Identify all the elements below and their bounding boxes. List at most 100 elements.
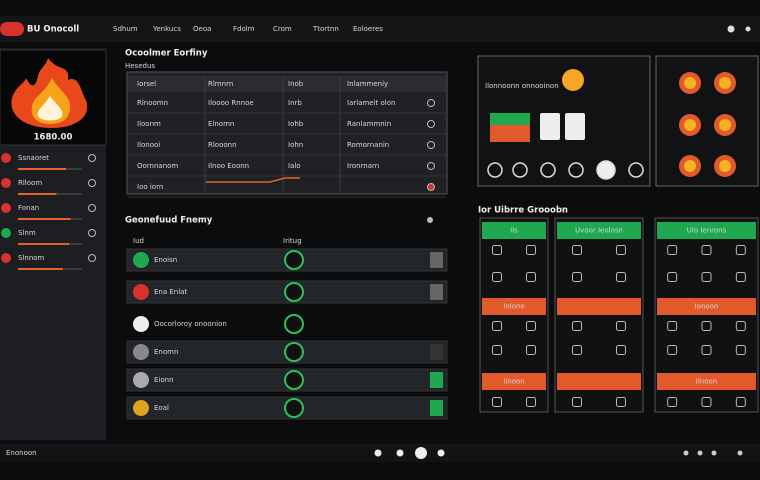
row-action[interactable] [88, 179, 96, 187]
grid-header-label: Inlone [503, 303, 524, 311]
grid-header-label: Ilnoon [503, 378, 524, 386]
row-action[interactable] [88, 229, 96, 237]
row-action[interactable] [427, 120, 435, 128]
nav-item[interactable]: Fdolm [233, 25, 255, 33]
grid-header[interactable] [657, 222, 756, 239]
row-action[interactable] [427, 183, 435, 191]
list-badge[interactable] [430, 400, 443, 416]
device-button[interactable] [540, 162, 556, 178]
list-badge[interactable] [430, 252, 443, 268]
list-icon [133, 284, 149, 300]
device-button[interactable] [568, 162, 584, 178]
tray-icon[interactable] [737, 450, 743, 456]
grid-header[interactable] [482, 298, 546, 315]
device-button[interactable] [628, 162, 644, 178]
icon[interactable] [667, 272, 678, 282]
grid-header[interactable] [557, 298, 641, 315]
list-label: Enoisn [154, 256, 177, 264]
nav-item[interactable]: Crom [273, 25, 292, 33]
device-button[interactable] [596, 160, 616, 180]
nav-item[interactable]: Ttortnn [312, 25, 339, 33]
device-button[interactable] [512, 162, 528, 178]
nav-item[interactable]: Sdhum [113, 25, 138, 33]
icon[interactable] [492, 245, 502, 255]
icon[interactable] [492, 272, 502, 282]
icon[interactable] [616, 245, 626, 255]
settings-button[interactable] [727, 25, 735, 33]
icon[interactable] [572, 321, 582, 331]
row-action[interactable] [427, 141, 435, 149]
grid-header[interactable] [557, 222, 641, 239]
icon[interactable] [735, 245, 746, 255]
nav-item[interactable]: Eoloeres [353, 25, 383, 33]
icon[interactable] [616, 345, 626, 355]
row-action[interactable] [427, 99, 435, 107]
icon[interactable] [735, 345, 746, 355]
icon[interactable] [526, 397, 536, 407]
close-button[interactable] [745, 26, 751, 32]
icon[interactable] [735, 321, 746, 331]
icon[interactable] [572, 345, 582, 355]
list-badge[interactable] [430, 284, 443, 300]
grid-header[interactable] [657, 373, 756, 390]
card[interactable] [540, 113, 560, 140]
table-cell: Iarlameit olon [347, 99, 395, 107]
icon[interactable] [735, 272, 746, 282]
icon[interactable] [526, 345, 536, 355]
icon[interactable] [667, 321, 678, 331]
icon[interactable] [572, 397, 582, 407]
panel-menu[interactable] [427, 217, 433, 223]
list-header: Iud [133, 237, 144, 245]
tray-icon[interactable] [697, 450, 703, 456]
logo[interactable] [0, 22, 24, 36]
list-label: Ena Enlat [154, 288, 187, 296]
icon[interactable] [701, 272, 712, 282]
icon[interactable] [667, 397, 678, 407]
icon[interactable] [492, 345, 502, 355]
nav-item[interactable]: Yenkucs [152, 25, 181, 33]
icon[interactable] [701, 245, 712, 255]
row-action[interactable] [88, 204, 96, 212]
grid-header[interactable] [657, 298, 756, 315]
grid-header[interactable] [557, 373, 641, 390]
icon[interactable] [526, 272, 536, 282]
list-badge[interactable] [430, 344, 443, 360]
indicator-core [684, 77, 696, 89]
icon[interactable] [616, 397, 626, 407]
list-icon [133, 252, 149, 268]
grid-header[interactable] [482, 373, 546, 390]
icon[interactable] [616, 321, 626, 331]
table-cell: Iloooo Rnnoe [208, 99, 254, 107]
panel-subtitle: Hesedus [125, 62, 155, 70]
status-ring [284, 370, 304, 390]
tray-icon[interactable] [683, 450, 689, 456]
icon[interactable] [701, 397, 712, 407]
nav-item[interactable]: Oeoa [193, 25, 211, 33]
pager-dot[interactable] [396, 449, 404, 457]
icon[interactable] [701, 321, 712, 331]
pager-dot[interactable] [374, 449, 382, 457]
icon[interactable] [735, 397, 746, 407]
tray-icon[interactable] [711, 450, 717, 456]
list-badge[interactable] [430, 372, 443, 388]
icon[interactable] [492, 321, 502, 331]
card[interactable] [565, 113, 585, 140]
device-button[interactable] [487, 162, 503, 178]
icon[interactable] [616, 272, 626, 282]
pager-dot[interactable] [437, 449, 445, 457]
icon[interactable] [667, 345, 678, 355]
grid-header[interactable] [482, 222, 546, 239]
icon[interactable] [526, 245, 536, 255]
icon[interactable] [701, 345, 712, 355]
row-action[interactable] [88, 154, 96, 162]
icon[interactable] [667, 245, 678, 255]
list-icon [133, 400, 149, 416]
icon[interactable] [572, 245, 582, 255]
icon[interactable] [492, 397, 502, 407]
pager-dot[interactable] [415, 447, 427, 459]
panel-title: Ior Uibrre Grooobn [478, 206, 568, 216]
row-action[interactable] [88, 254, 96, 262]
icon[interactable] [572, 272, 582, 282]
icon[interactable] [526, 321, 536, 331]
row-action[interactable] [427, 162, 435, 170]
